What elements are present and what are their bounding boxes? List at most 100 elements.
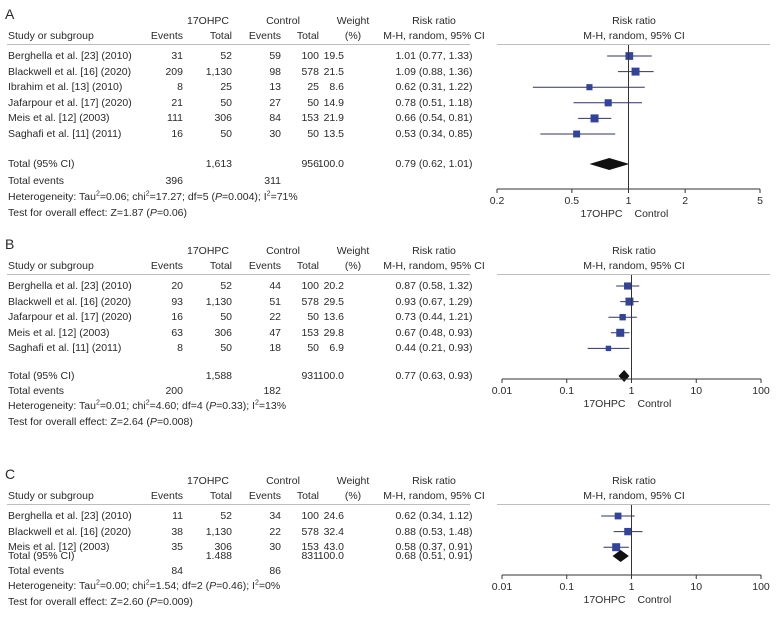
point-estimate-marker [586, 84, 593, 91]
weight-value: 13.6 [323, 311, 344, 324]
x-tick-label: 0.01 [491, 385, 513, 397]
panel-label: A [5, 6, 15, 22]
events-17ohpc: 16 [171, 128, 183, 140]
total-control: 153 [301, 541, 319, 554]
x-tick-label: 1 [628, 581, 635, 593]
method-header: M-H, random, 95% CI [383, 30, 485, 42]
total-17ohpc: 52 [220, 50, 232, 62]
total-17ohpc: 306 [214, 326, 232, 339]
het-pval: =0.33); I [216, 400, 255, 412]
study-name: Berghella et al. [23] (2010) [8, 280, 132, 292]
events-control: 13 [269, 81, 281, 94]
het-p: P [209, 400, 217, 412]
het-sup: 2 [95, 399, 100, 407]
panel-label: B [5, 236, 15, 252]
het-sup: 2 [95, 579, 100, 587]
total-weight: 100.0 [317, 370, 344, 382]
risk-ratio-ci: 0.78 (0.51, 1.18) [395, 96, 473, 109]
het-tau: =0.00; chi [99, 580, 146, 592]
risk-ratio-plot-header: Risk ratio [612, 475, 656, 487]
het-prefix: Heterogeneity: Tau [8, 400, 96, 412]
weight-value: 19.5 [323, 50, 344, 62]
risk-ratio-ci: 0.87 (0.58, 1.32) [395, 280, 473, 292]
total-17ohpc: 50 [220, 128, 232, 140]
study-name: Jafarpour et al. [17] (2020) [8, 311, 132, 324]
group2-header: Control [266, 245, 300, 257]
total-risk-ratio-ci: 0.77 (0.63, 0.93) [395, 370, 473, 382]
x-tick-label: 1 [628, 385, 635, 397]
point-estimate-marker [573, 130, 581, 138]
overall-z: Test for overall effect: Z=2.64 ( [8, 416, 150, 428]
heterogeneity-text: Heterogeneity: Tau2=0.01; chi2=4.60; df=… [8, 399, 286, 413]
events-control: 51 [269, 295, 281, 308]
total-control: 578 [301, 525, 319, 538]
overall-effect-text: Test for overall effect: Z=2.64 (P=0.008… [8, 416, 193, 428]
total-17ohpc: 50 [220, 342, 232, 355]
het-sup: 2 [145, 579, 150, 587]
favours-17ohpc-label: 17OHPC [583, 398, 626, 410]
favours-17ohpc-label: 17OHPC [583, 594, 626, 606]
point-estimate-marker [604, 99, 612, 107]
events-control: 22 [269, 525, 281, 538]
total-n-control: 831 [301, 550, 319, 562]
overall-effect-text: Test for overall effect: Z=1.87 (P=0.06) [8, 207, 187, 219]
events-17ohpc: 209 [165, 65, 183, 78]
risk-ratio-ci: 0.88 (0.53, 1.48) [395, 525, 473, 538]
het-prefix: Heterogeneity: Tau [8, 191, 96, 203]
risk-ratio-header: Risk ratio [412, 475, 456, 487]
study-column-header: Study or subgroup [8, 490, 94, 502]
weight-value: 20.2 [323, 280, 344, 292]
events-control: 59 [269, 50, 281, 62]
point-estimate-marker [624, 282, 632, 290]
point-estimate-marker [605, 345, 612, 352]
weight-value: 6.9 [329, 342, 344, 355]
risk-ratio-ci: 1.01 (0.77, 1.33) [395, 50, 473, 62]
het-i2: =0% [258, 580, 281, 592]
method-header: M-H, random, 95% CI [383, 490, 485, 502]
point-estimate-marker [614, 512, 622, 520]
total-n-17ohpc: 1,588 [205, 370, 232, 382]
events-17ohpc: 38 [171, 525, 183, 538]
group1-header: 17OHPC [186, 475, 229, 487]
total-17ohpc: 52 [220, 510, 232, 522]
risk-ratio-header: Risk ratio [412, 15, 456, 27]
overall-p: P [149, 207, 157, 219]
het-p: P [214, 191, 222, 203]
study-column-header: Study or subgroup [8, 30, 94, 42]
total-label: Total (95% CI) [8, 158, 75, 170]
total-weight: 100.0 [317, 550, 344, 562]
total-17ohpc: 25 [220, 81, 232, 94]
weight-header: Weight [336, 15, 370, 27]
heterogeneity-text: Heterogeneity: Tau2=0.06; chi2=17.27; df… [8, 191, 298, 204]
weight-value: 21.9 [323, 112, 344, 125]
point-estimate-marker [624, 527, 632, 536]
study-name: Berghella et al. [23] (2010) [8, 50, 132, 62]
point-estimate-marker [631, 67, 640, 76]
events-control: 27 [269, 96, 281, 109]
total-control: 578 [301, 295, 319, 308]
total-control: 100 [301, 280, 319, 292]
risk-ratio-header: Risk ratio [412, 245, 456, 257]
favours-control-label: Control [634, 208, 669, 220]
weight-value: 24.6 [323, 510, 344, 522]
total-risk-ratio-ci: 0.68 (0.51, 0.91) [395, 550, 473, 562]
x-tick-label: 10 [690, 581, 703, 593]
study-name: Meis et al. [12] (2003) [8, 541, 110, 554]
events-control: 98 [269, 65, 281, 78]
overall-pval: =0.008) [156, 416, 193, 428]
risk-ratio-ci: 0.67 (0.48, 0.93) [395, 326, 473, 339]
x-tick-label: 0.1 [559, 385, 575, 397]
events-17ohpc: 8 [177, 342, 183, 355]
risk-ratio-ci: 0.62 (0.34, 1.12) [395, 510, 473, 522]
total-17ohpc: 1,130 [205, 525, 232, 538]
het-i2: =71% [270, 191, 298, 203]
x-tick-label: 0.2 [489, 195, 505, 207]
weight-value: 8.6 [329, 81, 344, 94]
total-header-1: Total [209, 490, 232, 502]
weight-value: 21.5 [323, 65, 344, 78]
total-control: 50 [307, 128, 319, 140]
events-17ohpc: 31 [171, 50, 183, 62]
overall-p: P [149, 596, 157, 608]
